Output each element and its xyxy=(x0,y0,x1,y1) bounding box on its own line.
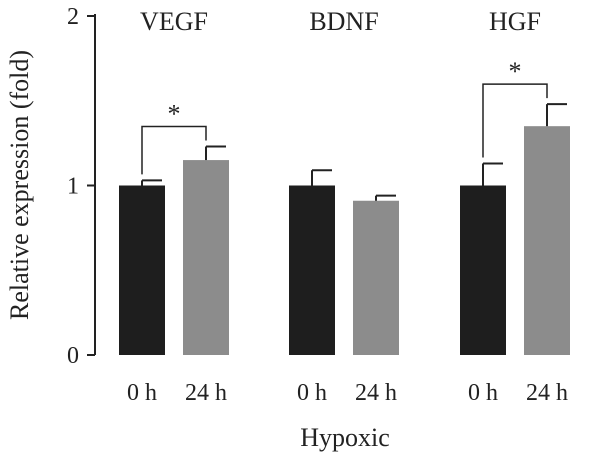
y-axis: 0 1 2 xyxy=(67,4,96,369)
bar-vegf-24h xyxy=(183,160,229,355)
bar-bdnf-24h xyxy=(353,200,399,355)
y-axis-title: Relative expression (fold) xyxy=(5,50,34,320)
significance-bracket xyxy=(141,125,207,175)
bar-bdnf-0h xyxy=(289,185,335,355)
x-tick-label: 0 h xyxy=(468,380,498,406)
y-tick-label: 1 xyxy=(67,174,79,200)
significance-bracket xyxy=(482,83,548,158)
x-tick-label: 24 h xyxy=(355,380,397,406)
y-tick-label: 0 xyxy=(67,343,79,369)
bars xyxy=(119,103,570,355)
labels: 0 h 24 h VEGF * 0 h 24 h BDNF 0 h 24 h HGF * xyxy=(127,7,568,406)
significance-marker: * xyxy=(168,100,181,129)
x-tick-label: 0 h xyxy=(297,380,327,406)
x-tick-label: 24 h xyxy=(185,380,227,406)
y-tick-label: 2 xyxy=(67,4,79,30)
x-tick-label: 24 h xyxy=(526,380,568,406)
significance-marker: * xyxy=(509,57,522,86)
x-axis-title: Hypoxic xyxy=(300,423,390,452)
bar-hgf-0h xyxy=(460,185,506,355)
group-label: VEGF xyxy=(140,7,208,36)
group-label: HGF xyxy=(489,7,541,36)
x-tick-label: 0 h xyxy=(127,380,157,406)
group-label: BDNF xyxy=(309,7,378,36)
bar-hgf-24h xyxy=(524,126,570,355)
bar-vegf-0h xyxy=(119,185,165,355)
